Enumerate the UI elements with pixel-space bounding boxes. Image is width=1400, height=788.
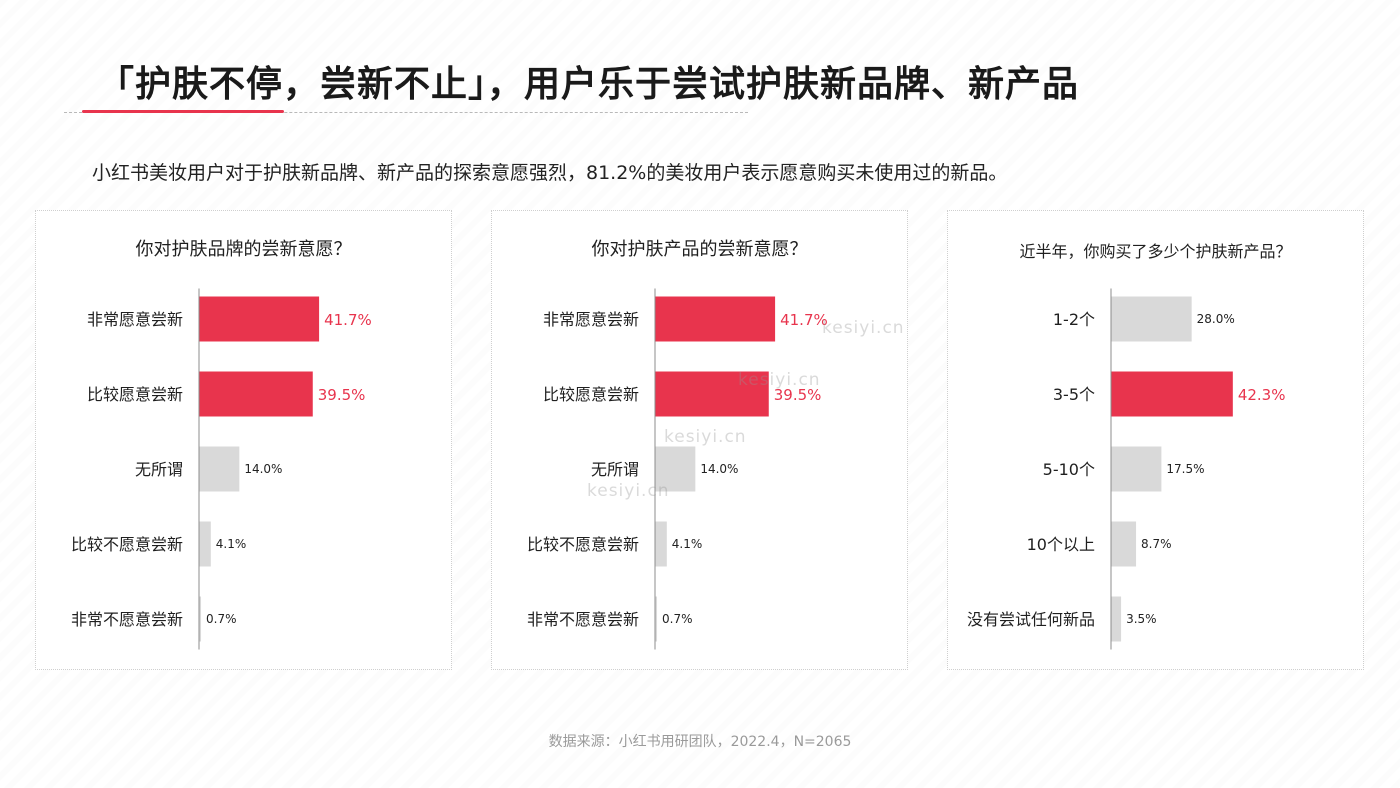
category-label: 比较愿意尝新 [543, 385, 639, 404]
data-label: 39.5% [774, 386, 822, 404]
data-source-note: 数据来源：小红书用研团队，2022.4，N=2065 [548, 734, 852, 750]
chart-panel-purchase-count: 近半年，你购买了多少个护肤新产品？ 1-2个 28.0% 3-5个 42.3% 5-10… [947, 210, 1364, 670]
data-label: 28.0% [1197, 312, 1235, 326]
data-label: 8.7% [1141, 537, 1172, 551]
data-label: 17.5% [1166, 462, 1204, 476]
bar-chart-brand: 非常愿意尝新 41.7% 比较愿意尝新 39.5% 无所谓 14.0% 比较不愿意尝新 4.1… [71, 288, 372, 650]
category-label: 没有尝试任何新品 [967, 610, 1095, 629]
data-label: 14.0% [244, 462, 282, 476]
bar-chart-purchase-count: 1-2个 28.0% 3-5个 42.3% 5-10个 17.5% 10个以上 8.7% 没有尝… [967, 288, 1286, 650]
data-label: 0.7% [662, 612, 693, 626]
bar [1111, 446, 1162, 492]
bar-highlighted [655, 371, 769, 417]
bar [199, 446, 240, 492]
category-label: 非常不愿意尝新 [71, 610, 183, 629]
chart-title: 你对护肤品牌的尝新意愿？ [135, 239, 352, 260]
category-label: 非常愿意尝新 [87, 310, 183, 329]
category-label: 比较不愿意尝新 [527, 535, 639, 554]
bar-highlighted [199, 371, 313, 417]
category-label: 无所谓 [135, 460, 183, 479]
data-label: 42.3% [1238, 386, 1286, 404]
page-title: 「护肤不停，尝新不止」，用户乐于尝试护肤新品牌、新产品 [98, 64, 1080, 105]
category-label: 3-5个 [1053, 385, 1095, 404]
category-label: 10个以上 [1027, 535, 1095, 554]
bar [1111, 296, 1192, 342]
data-label: 4.1% [216, 537, 247, 551]
category-label: 5-10个 [1043, 460, 1095, 479]
title-accent-bar [82, 110, 284, 113]
data-label: 41.7% [780, 311, 828, 329]
category-label: 非常不愿意尝新 [527, 610, 639, 629]
bar-highlighted [655, 296, 776, 342]
category-label: 无所谓 [591, 460, 639, 479]
bar [655, 596, 658, 642]
chart-title: 你对护肤产品的尝新意愿？ [591, 239, 808, 260]
bar [1111, 521, 1137, 567]
bar [655, 446, 696, 492]
bar [655, 521, 667, 567]
chart-panel-brand: 你对护肤品牌的尝新意愿？ 非常愿意尝新 41.7% 比较愿意尝新 39.5% 无所谓 14… [35, 210, 452, 670]
page-subtitle: 小红书美妆用户对于护肤新品牌、新产品的探索意愿强烈，81.2%的美妆用户表示愿意… [92, 162, 1008, 184]
bar-highlighted [199, 296, 320, 342]
title-divider [64, 112, 748, 113]
category-label: 比较愿意尝新 [87, 385, 183, 404]
bar [199, 596, 202, 642]
data-label: 4.1% [672, 537, 703, 551]
bar-highlighted [1111, 371, 1233, 417]
chart-panel-product: 你对护肤产品的尝新意愿？ 非常愿意尝新 41.7% 比较愿意尝新 39.5% 无所谓 14… [491, 210, 908, 670]
chart-title: 近半年，你购买了多少个护肤新产品？ [1019, 242, 1292, 261]
category-label: 比较不愿意尝新 [71, 535, 183, 554]
category-label: 1-2个 [1053, 310, 1095, 329]
bar-chart-product: 非常愿意尝新 41.7% 比较愿意尝新 39.5% 无所谓 14.0% 比较不愿意尝新 4.1… [527, 288, 828, 650]
data-label: 3.5% [1126, 612, 1157, 626]
bar [199, 521, 211, 567]
data-label: 39.5% [318, 386, 366, 404]
data-label: 0.7% [206, 612, 237, 626]
data-label: 14.0% [700, 462, 738, 476]
category-label: 非常愿意尝新 [543, 310, 639, 329]
data-label: 41.7% [324, 311, 372, 329]
bar [1111, 596, 1122, 642]
